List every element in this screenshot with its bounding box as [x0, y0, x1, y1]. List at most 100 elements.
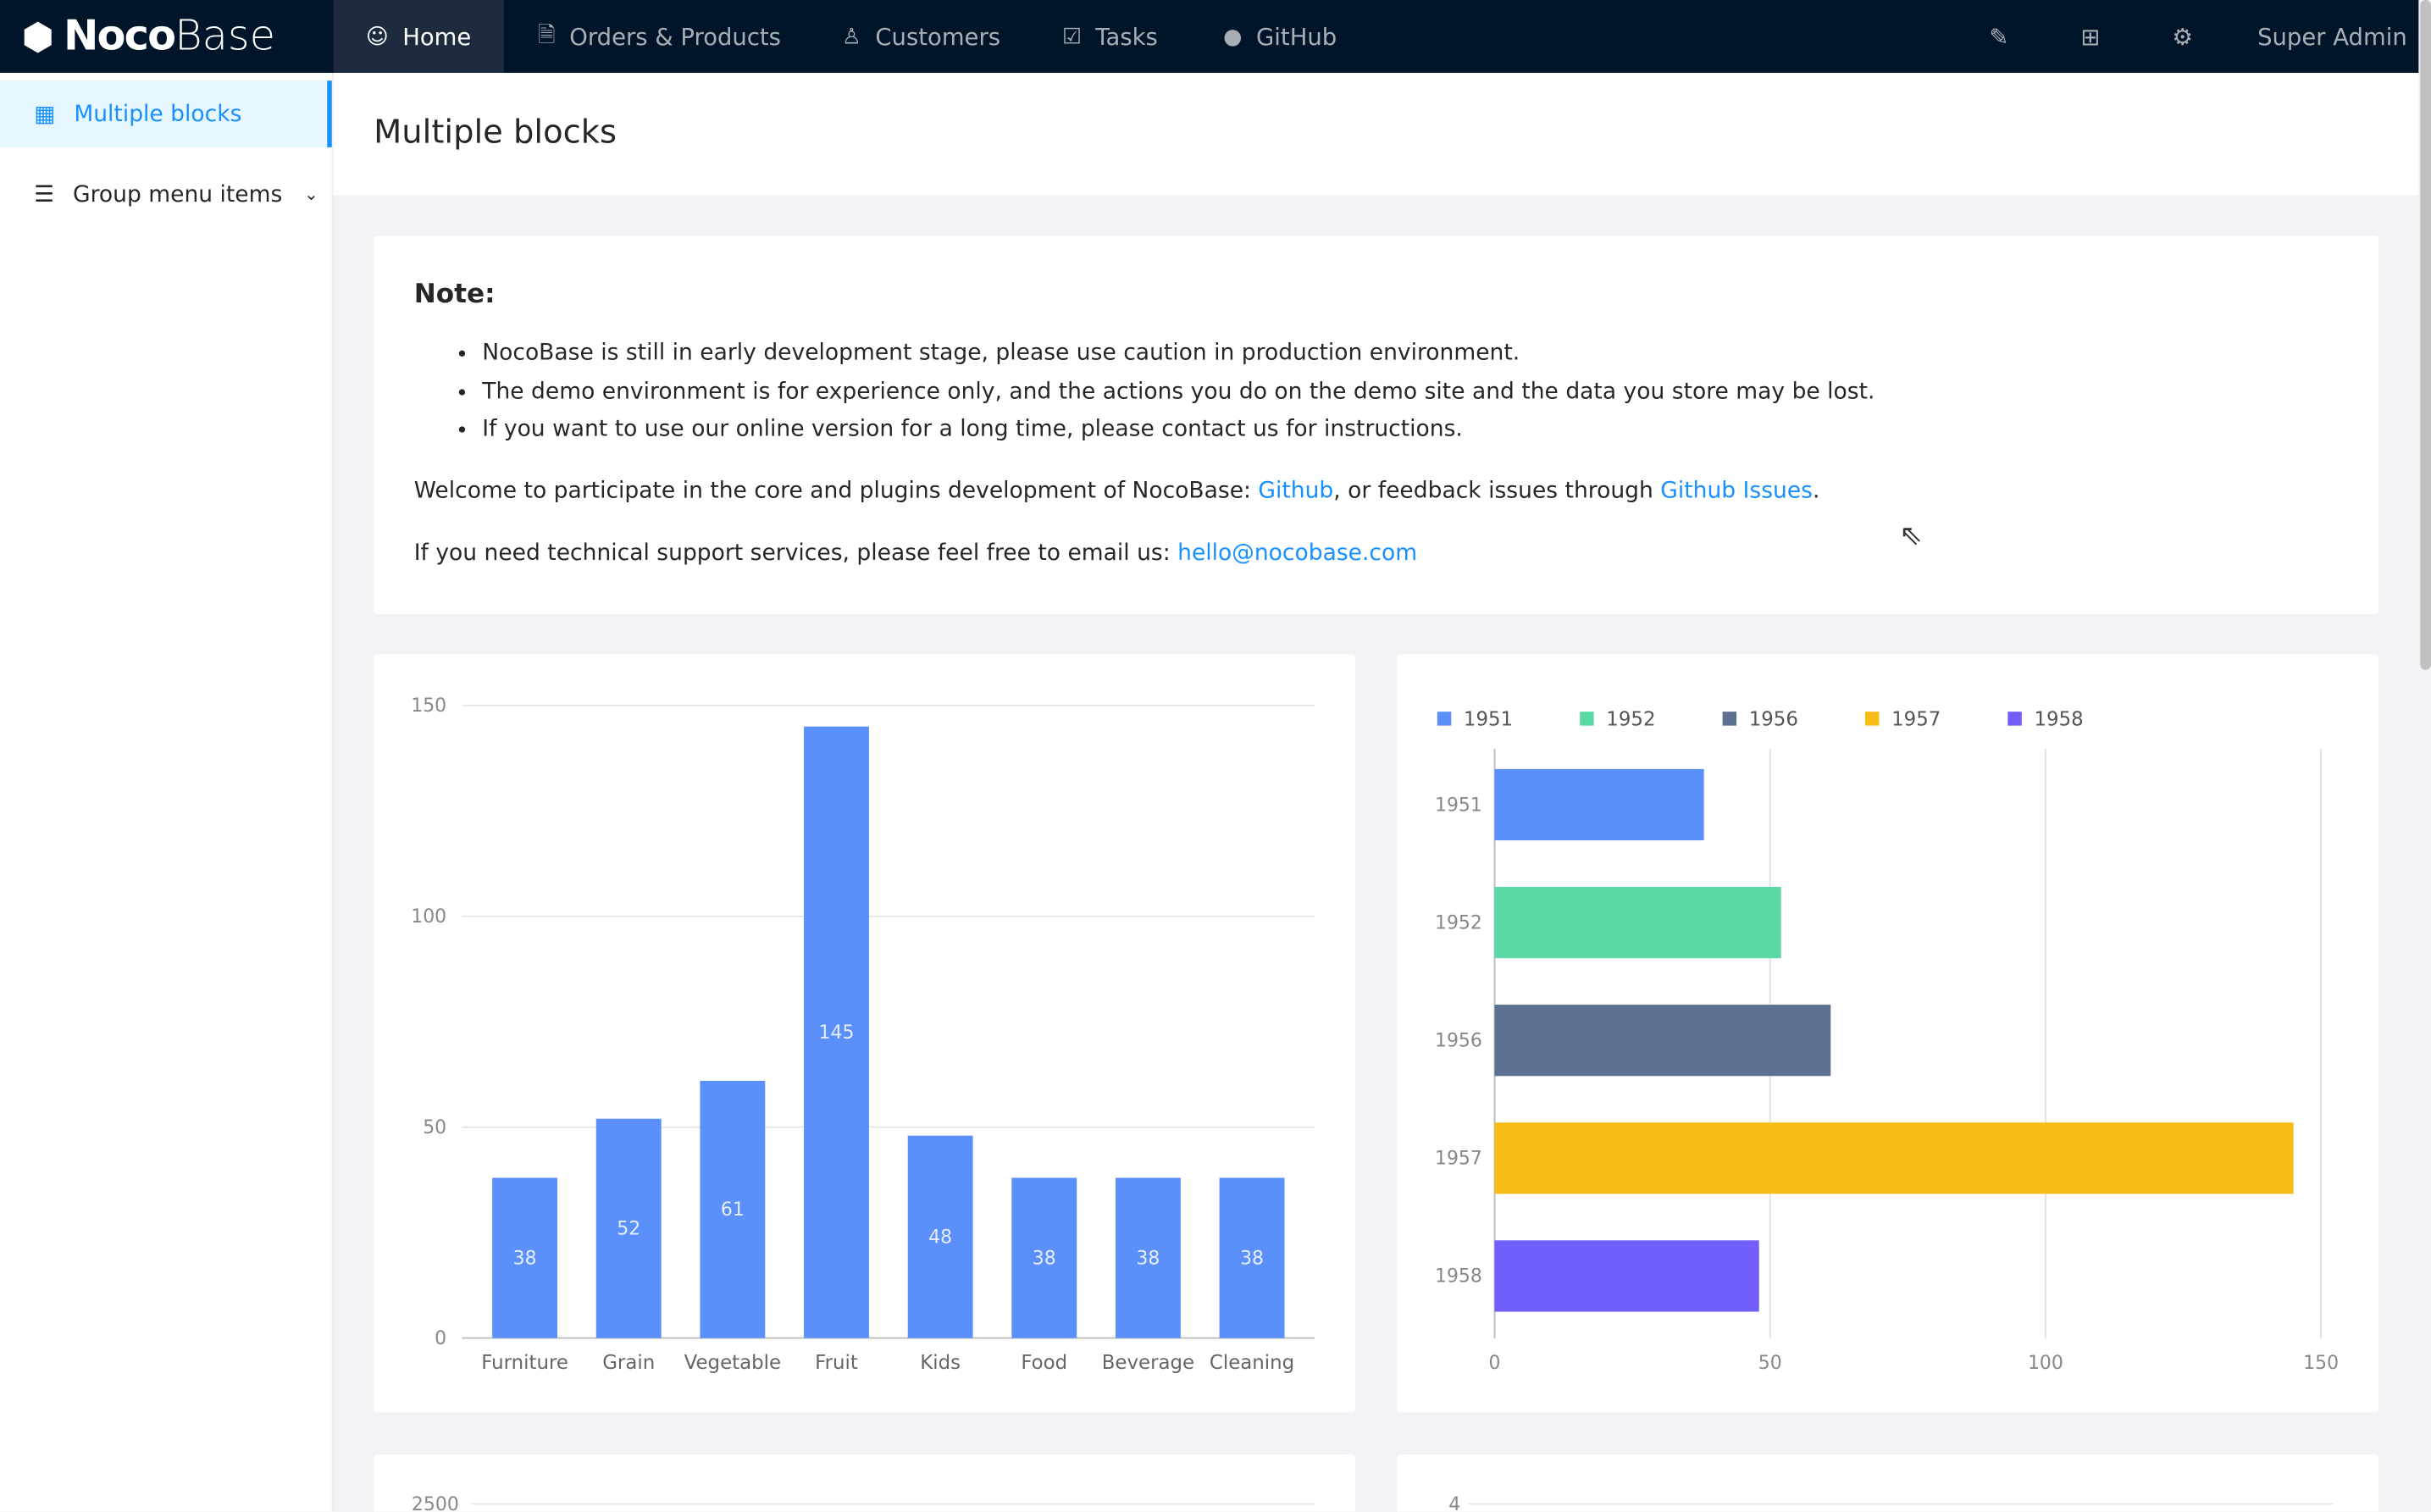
logo-cube-icon: ⬢	[21, 14, 54, 58]
legend-swatch	[1864, 712, 1880, 726]
github-icon: ●	[1223, 24, 1243, 49]
nav-orders-products[interactable]: 🗎 Orders & Products	[538, 0, 781, 73]
bar-vegetable	[700, 1080, 766, 1338]
sidebar-item-multiple-blocks[interactable]: ▦ Multiple blocks	[0, 80, 332, 147]
sidebar: ▦ Multiple blocks ☰ Group menu items ⌄	[0, 73, 334, 1512]
appstore-icon: ▦	[34, 101, 56, 127]
support-paragraph: If you need technical support services, …	[414, 541, 1417, 566]
note-block: Note: NocoBase is still in early develop…	[374, 235, 2378, 614]
legend-swatch	[1722, 712, 1737, 726]
nav-customers[interactable]: ♙ Customers	[842, 0, 1000, 73]
x-tick-label: 150	[2303, 1353, 2339, 1374]
category-bar-chart: 0 50 100 150 38 Furniture 52 Grain 61 Vegetable 14…	[411, 695, 1315, 1374]
bar-data-label: 48	[928, 1227, 952, 1248]
bar-data-label: 38	[1240, 1248, 1264, 1269]
sidebar-item-label: Multiple blocks	[74, 101, 242, 127]
bar-grain	[595, 1118, 662, 1338]
year-horizontal-bar-chart: 0 50 100 150 1951 1952 1956 1957 1958 1951 1952 195…	[1435, 709, 2339, 1375]
x-tick-label: 100	[2028, 1353, 2063, 1374]
y-tick-label: 100	[411, 906, 446, 928]
note-bullet: If you want to use our online version fo…	[482, 411, 1874, 449]
bar-1951	[1494, 768, 1704, 841]
y-tick-label: 50	[423, 1117, 446, 1138]
legend-label: 1951	[1464, 709, 1513, 731]
legend-label: 1956	[1749, 709, 1798, 731]
chart-block-3: 2500	[374, 1454, 1355, 1512]
x-tick-label: Beverage	[1102, 1352, 1194, 1374]
sidebar-item-label: Group menu items	[73, 182, 283, 208]
nav-label: GitHub	[1256, 22, 1337, 51]
legend-label: 1957	[1891, 709, 1941, 731]
bar-data-label: 38	[1033, 1248, 1056, 1269]
plugin-grid-icon[interactable]: ⊞	[2080, 22, 2101, 51]
scrollbar-thumb[interactable]	[2420, 0, 2431, 670]
x-tick-label: Cleaning	[1210, 1352, 1294, 1374]
x-tick-label: 0	[1489, 1353, 1501, 1374]
github-link[interactable]: Github	[1258, 479, 1334, 504]
x-tick-label: Vegetable	[684, 1352, 781, 1374]
welcome-text: .	[1813, 479, 1820, 504]
y-tick-label: 1951	[1435, 795, 1482, 816]
user-icon: ♙	[841, 24, 861, 49]
x-tick-label: Furniture	[481, 1352, 568, 1374]
note-list: NocoBase is still in early development s…	[442, 335, 1874, 449]
y-tick-label: 1952	[1435, 912, 1482, 933]
note-bullet: NocoBase is still in early development s…	[482, 335, 1874, 373]
nocobase-logo[interactable]: ⬢ Noco Base	[0, 0, 334, 73]
bar-1957	[1494, 1122, 2294, 1194]
bar-1958	[1494, 1240, 1759, 1312]
x-tick-label: Fruit	[815, 1352, 858, 1374]
highlight-icon[interactable]: ✎	[1989, 22, 2009, 51]
github-issues-link[interactable]: Github Issues	[1660, 479, 1814, 504]
legend-swatch	[1580, 712, 1594, 726]
nav-github[interactable]: ● GitHub	[1223, 0, 1337, 73]
logo-text-bold: Noco	[63, 12, 176, 61]
user-name: Super Admin	[2257, 22, 2407, 51]
logo-text-light: Base	[174, 12, 276, 61]
nav-tasks[interactable]: ☑ Tasks	[1062, 0, 1158, 73]
welcome-paragraph: Welcome to participate in the core and p…	[414, 479, 1820, 504]
bar-1956	[1494, 1005, 1831, 1077]
nav-label: Home	[402, 22, 472, 51]
x-tick-label: 50	[1758, 1353, 1782, 1374]
bar-data-label: 52	[617, 1219, 640, 1240]
nav-home[interactable]: ☺ Home	[333, 0, 504, 74]
chevron-down-icon: ⌄	[303, 184, 318, 205]
x-tick-label: Grain	[602, 1352, 655, 1374]
top-header: ⬢ Noco Base ☺ Home 🗎 Orders & Products ♙ Cus…	[0, 0, 2419, 74]
bar-data-label: 38	[513, 1248, 537, 1269]
y-tick-label: 150	[411, 695, 446, 717]
email-link[interactable]: hello@nocobase.com	[1177, 540, 1418, 567]
y-tick-label: 1956	[1435, 1031, 1482, 1052]
y-tick-label: 4	[1448, 1494, 1460, 1512]
list-icon: ☰	[34, 182, 55, 208]
nav-label: Tasks	[1095, 22, 1158, 51]
legend-swatch	[2007, 712, 2022, 726]
sidebar-item-group-menu-items[interactable]: ☰ Group menu items ⌄	[0, 161, 332, 228]
bar-beverage	[1115, 1177, 1181, 1338]
bar-food	[1011, 1177, 1077, 1338]
y-tick-label: 1958	[1435, 1266, 1482, 1288]
bar-fruit	[804, 726, 869, 1338]
year-bar-chart-block: 0 50 100 150 1951 1952 1956 1957 1958 1951 1952 195…	[1397, 654, 2378, 1413]
bar-cleaning	[1219, 1177, 1285, 1338]
support-text: If you need technical support services, …	[413, 540, 1178, 567]
smile-icon: ☺	[365, 24, 389, 49]
y-tick-label: 2500	[412, 1494, 459, 1512]
page-header: Multiple blocks	[333, 73, 2419, 196]
y-tick-label: 1957	[1435, 1149, 1482, 1170]
note-heading: Note:	[413, 279, 496, 311]
chart-block-4: 4	[1397, 1454, 2378, 1512]
settings-icon[interactable]: ⚙	[2172, 22, 2194, 51]
bar-data-label: 145	[819, 1022, 855, 1044]
bar-furniture	[492, 1177, 558, 1338]
user-menu[interactable]: Super Admin	[2257, 0, 2407, 73]
legend-swatch	[1437, 712, 1452, 726]
page-title: Multiple blocks	[374, 113, 617, 151]
category-bar-chart-block: 0 50 100 150 38 Furniture 52 Grain 61 Vegetable 14…	[374, 654, 1355, 1413]
bar-1952	[1494, 886, 1781, 959]
y-tick-label: 0	[435, 1328, 446, 1349]
x-tick-label: Kids	[920, 1352, 961, 1374]
nav-label: Orders & Products	[569, 22, 782, 51]
nav-label: Customers	[875, 22, 1001, 51]
